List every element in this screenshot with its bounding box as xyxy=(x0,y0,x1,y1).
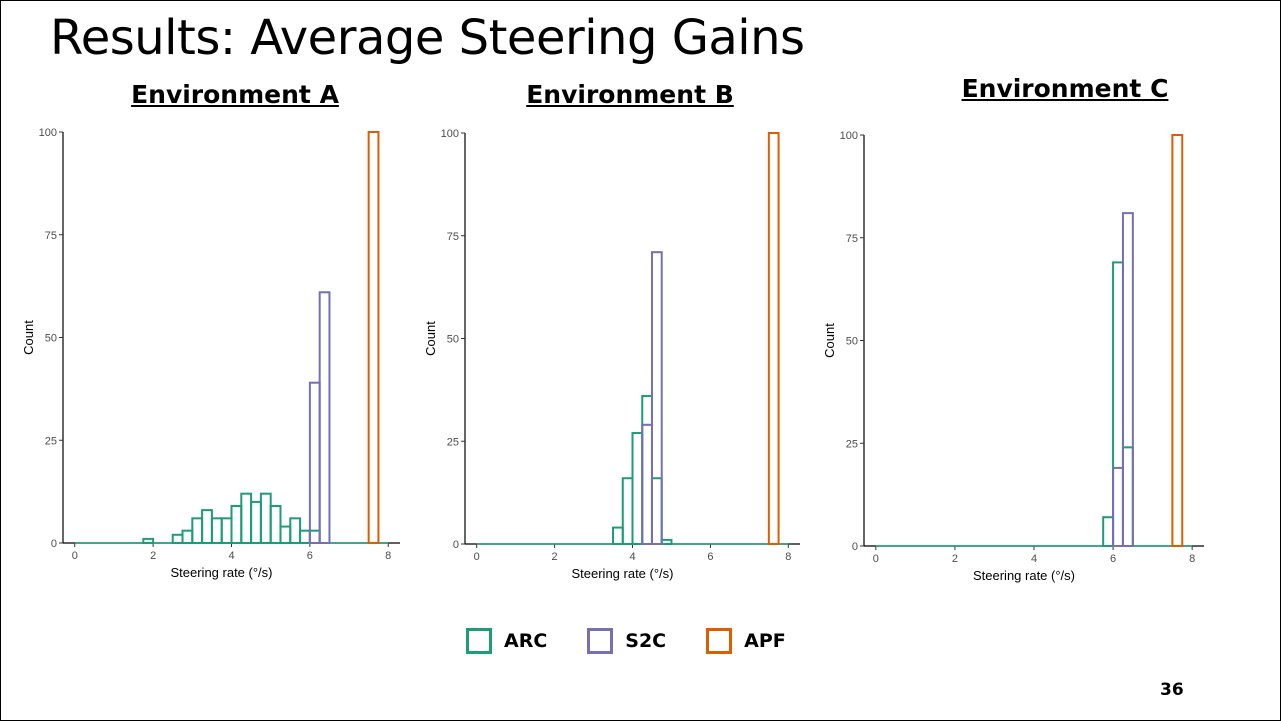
y-tick-label: 25 xyxy=(45,435,57,447)
bar-arc xyxy=(1102,516,1115,547)
x-tick-label: 4 xyxy=(1031,553,1037,565)
x-tick-label: 0 xyxy=(873,553,879,565)
bar-s2c xyxy=(1112,466,1124,547)
slide-title: Results: Average Steering Gains xyxy=(50,10,805,66)
y-tick-label: 0 xyxy=(852,541,858,553)
legend-label-s2c: S2C xyxy=(625,630,667,652)
bar-s2c xyxy=(318,291,331,545)
y-tick-label: 100 xyxy=(840,130,858,142)
x-tick-label: 8 xyxy=(785,551,791,563)
x-tick-label: 6 xyxy=(707,551,713,563)
y-tick-label: 75 xyxy=(45,230,57,242)
legend: ARC S2C APF xyxy=(466,623,826,659)
y-axis-label: Count xyxy=(423,321,438,356)
legend-swatch-s2c xyxy=(587,628,614,654)
y-axis-label: Count xyxy=(822,323,837,358)
bar-s2c xyxy=(1121,212,1134,547)
y-tick-label: 100 xyxy=(39,127,57,139)
bar-apf xyxy=(767,132,780,545)
x-tick-label: 0 xyxy=(474,551,480,563)
bar-arc xyxy=(269,505,282,545)
y-tick-label: 75 xyxy=(846,233,858,245)
x-tick-label: 8 xyxy=(1189,553,1195,565)
y-tick-label: 0 xyxy=(453,539,459,551)
x-tick-label: 4 xyxy=(228,550,234,562)
chart-title-c: Environment C xyxy=(961,74,1169,103)
legend-item-apf: APF xyxy=(706,628,786,654)
x-tick-label: 2 xyxy=(952,553,958,565)
chart-title-b: Environment B xyxy=(526,80,734,109)
y-tick-label: 50 xyxy=(45,333,57,345)
bar-apf xyxy=(367,131,380,544)
x-tick-label: 2 xyxy=(150,550,156,562)
bar-arc xyxy=(1121,446,1134,547)
legend-swatch-apf xyxy=(706,628,733,654)
x-tick-label: 2 xyxy=(552,551,558,563)
x-axis-label: Steering rate (°/s) xyxy=(973,568,1075,583)
bar-apf xyxy=(1171,134,1184,547)
x-tick-label: 6 xyxy=(307,550,313,562)
y-tick-label: 75 xyxy=(447,231,459,243)
page-number: 36 xyxy=(1160,680,1184,700)
x-tick-label: 0 xyxy=(72,550,78,562)
y-tick-label: 25 xyxy=(447,436,459,448)
legend-label-arc: ARC xyxy=(504,630,548,652)
x-tick-label: 8 xyxy=(385,550,391,562)
legend-label-apf: APF xyxy=(744,630,786,652)
y-axis-label: Count xyxy=(21,320,36,355)
y-tick-label: 50 xyxy=(846,336,858,348)
y-tick-label: 100 xyxy=(441,128,459,140)
y-tick-label: 50 xyxy=(447,334,459,346)
y-tick-label: 25 xyxy=(846,438,858,450)
y-tick-label: 0 xyxy=(51,538,57,550)
legend-item-arc: ARC xyxy=(466,628,547,654)
x-axis-label: Steering rate (°/s) xyxy=(170,565,272,580)
bar-s2c xyxy=(650,251,663,545)
x-tick-label: 6 xyxy=(1110,553,1116,565)
x-tick-label: 4 xyxy=(629,551,635,563)
bar-arc xyxy=(142,537,155,545)
legend-swatch-arc xyxy=(466,628,492,654)
bar-arc xyxy=(1112,261,1124,547)
legend-item-s2c: S2C xyxy=(587,628,666,654)
chart-title-a: Environment A xyxy=(131,80,339,109)
x-axis-label: Steering rate (°/s) xyxy=(571,566,673,581)
